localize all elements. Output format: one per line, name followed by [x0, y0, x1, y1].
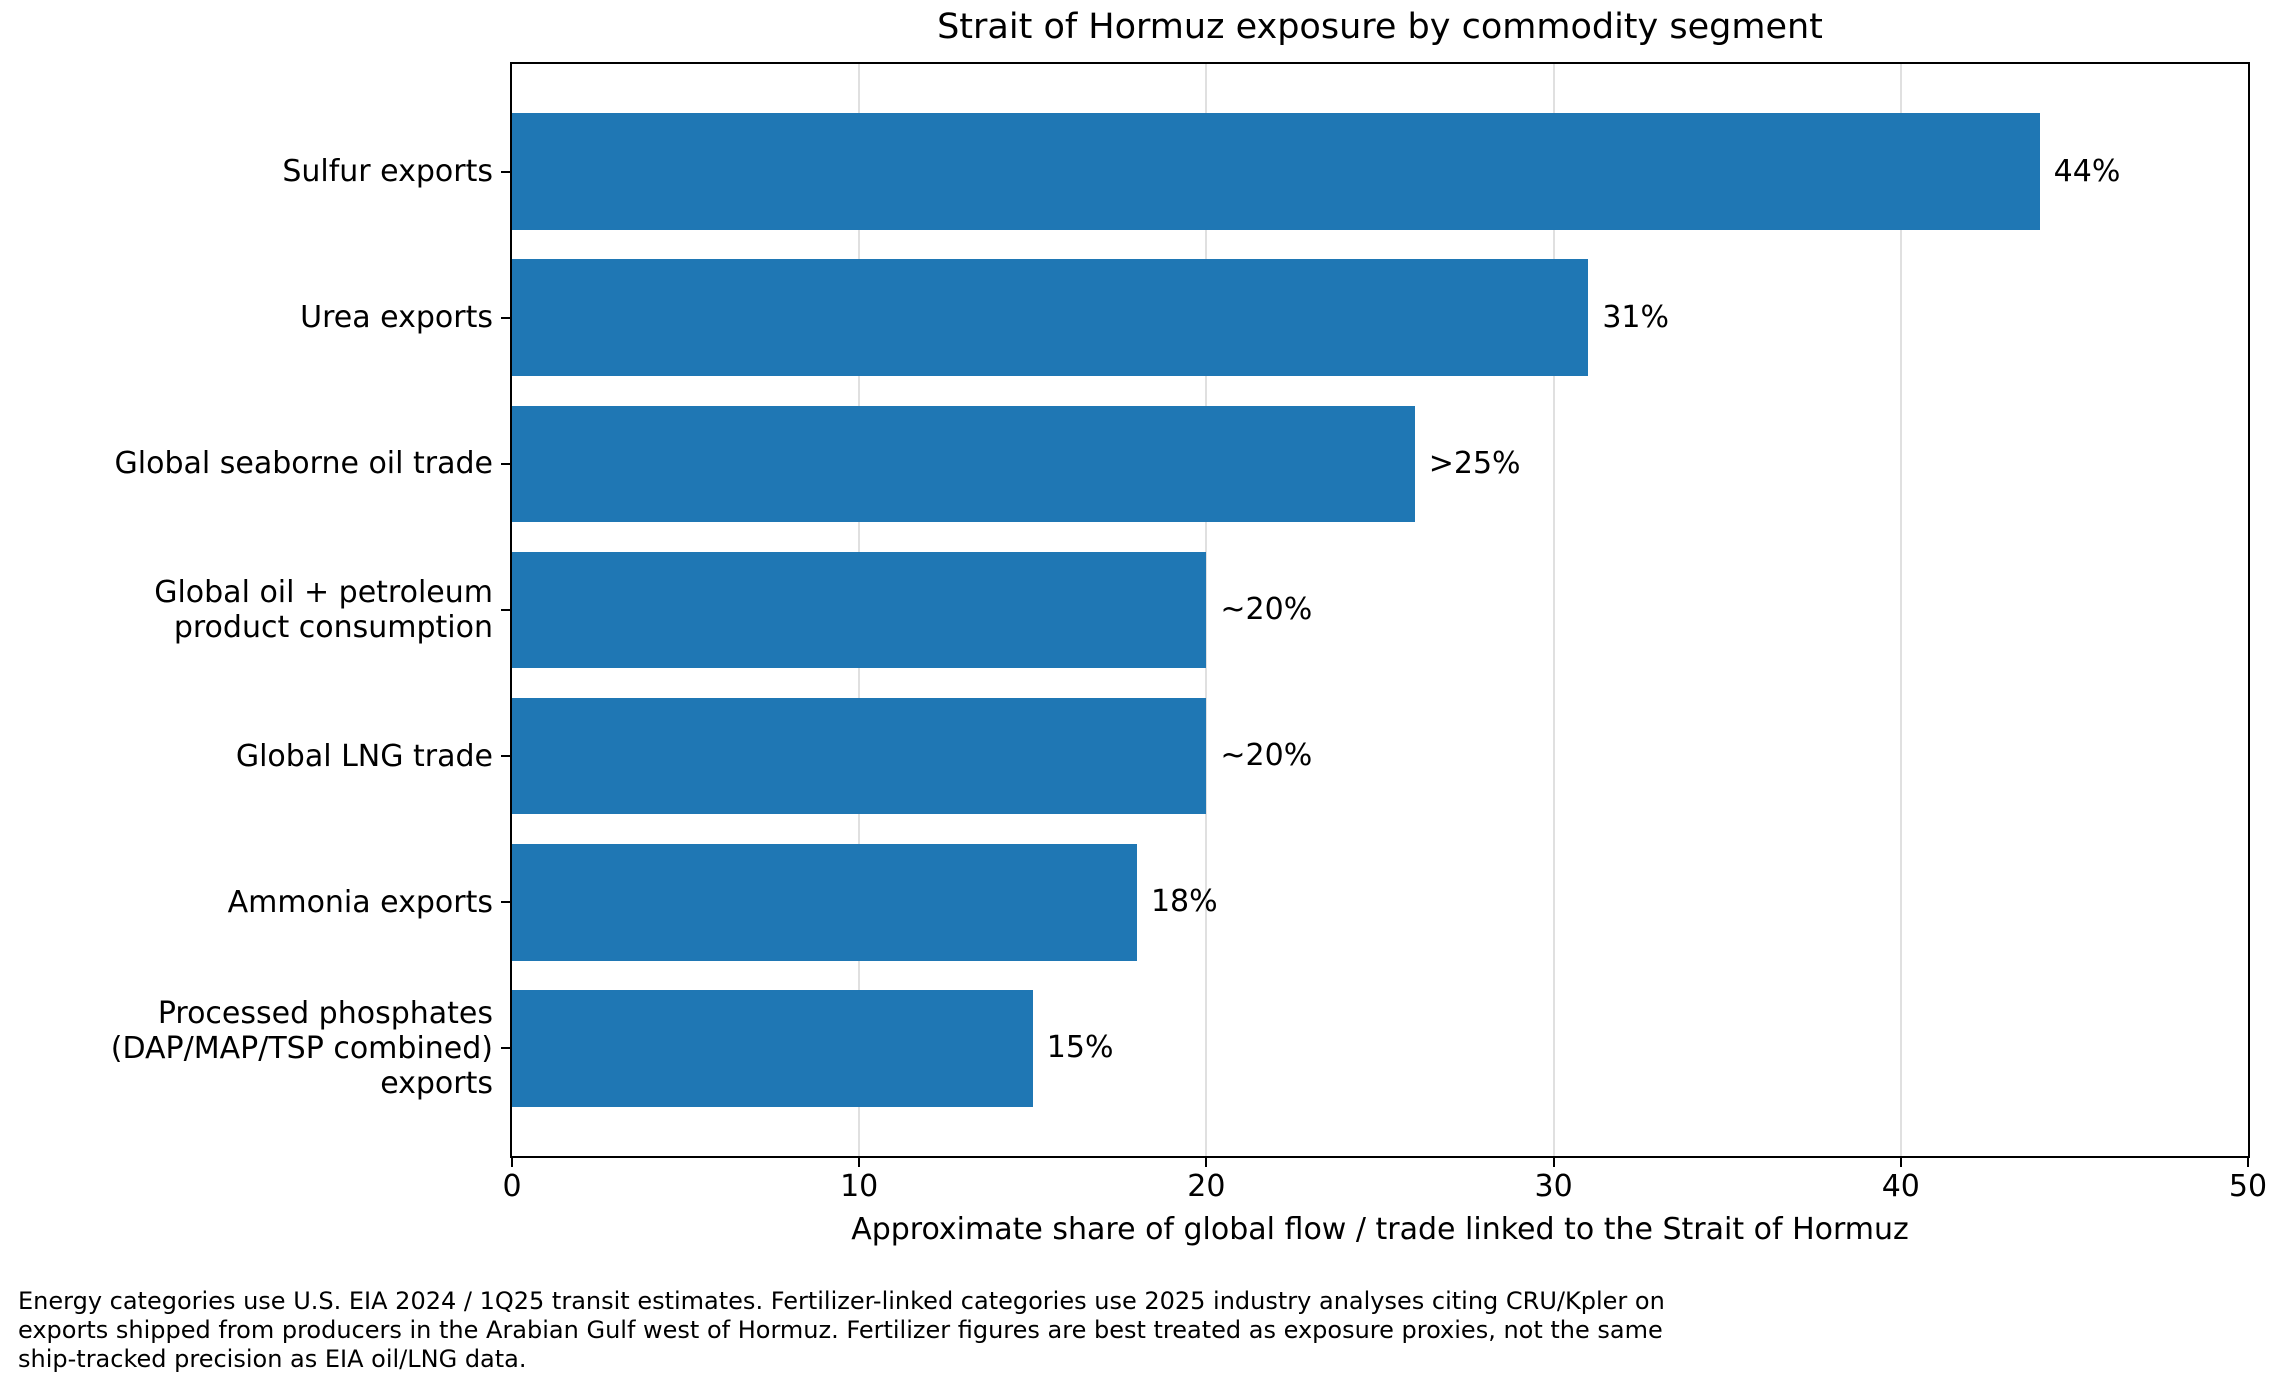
y-axis-tick	[501, 609, 510, 611]
x-tick-label: 20	[1187, 1169, 1226, 1204]
bar	[512, 843, 1137, 961]
value-label: ~20%	[1220, 738, 1313, 774]
value-label: 18%	[1150, 884, 1218, 920]
bar	[512, 697, 1207, 815]
chart-title: Strait of Hormuz exposure by commodity s…	[937, 7, 1823, 47]
x-tick-label: 10	[840, 1169, 879, 1204]
x-axis-tick	[2247, 1158, 2249, 1167]
x-axis-tick	[1899, 1158, 1902, 1167]
category-label: Sulfur exports	[282, 154, 493, 190]
category-label: Global seaborne oil trade	[114, 446, 493, 482]
y-axis-tick	[501, 316, 510, 319]
x-axis-tick	[511, 1158, 513, 1167]
value-label: >25%	[1428, 445, 1521, 481]
x-tick-label: 50	[2228, 1169, 2268, 1204]
value-label: 44%	[2053, 153, 2121, 189]
value-label: 15%	[1046, 1030, 1114, 1066]
category-label: Ammonia exports	[227, 884, 493, 920]
category-label: Processed phosphates (DAP/MAP/TSP combin…	[110, 995, 493, 1101]
x-axis-label: Approximate share of global flow / trade…	[851, 1212, 1909, 1247]
bar	[512, 989, 1033, 1107]
category-label: Global oil + petroleum product consumpti…	[154, 575, 493, 645]
y-axis-tick	[501, 462, 510, 465]
x-tick-label: 40	[1881, 1169, 1920, 1204]
footnote-line: exports shipped from producers in the Ar…	[18, 1316, 1663, 1344]
gridline	[1552, 64, 1555, 1156]
y-axis-tick	[501, 901, 510, 904]
y-axis-tick	[501, 755, 510, 758]
x-tick-label: 0	[502, 1169, 522, 1204]
plot-area: 44% 31% >25% ~20% ~20% 18% 15%	[510, 62, 2250, 1158]
category-label: Urea exports	[300, 300, 493, 336]
x-axis-tick	[1552, 1158, 1555, 1167]
gridline	[1899, 64, 1902, 1156]
value-label: ~20%	[1220, 592, 1313, 627]
y-axis-tick	[501, 170, 510, 173]
value-label: 31%	[1602, 299, 1669, 335]
x-axis-tick	[1205, 1158, 1208, 1167]
bar	[512, 551, 1207, 669]
gridline	[1205, 64, 1208, 1156]
bar	[512, 259, 1589, 377]
x-tick-label: 30	[1534, 1169, 1573, 1204]
bar	[512, 113, 2040, 231]
footnote-line: Energy categories use U.S. EIA 2024 / 1Q…	[18, 1287, 1665, 1315]
category-label: Global LNG trade	[235, 738, 493, 774]
bar	[512, 405, 1415, 523]
footnote-line: ship-tracked precision as EIA oil/LNG da…	[18, 1345, 527, 1373]
y-axis-tick	[501, 1047, 510, 1050]
x-axis-tick	[858, 1158, 861, 1167]
footnote: Energy categories use U.S. EIA 2024 / 1Q…	[18, 1287, 1665, 1374]
